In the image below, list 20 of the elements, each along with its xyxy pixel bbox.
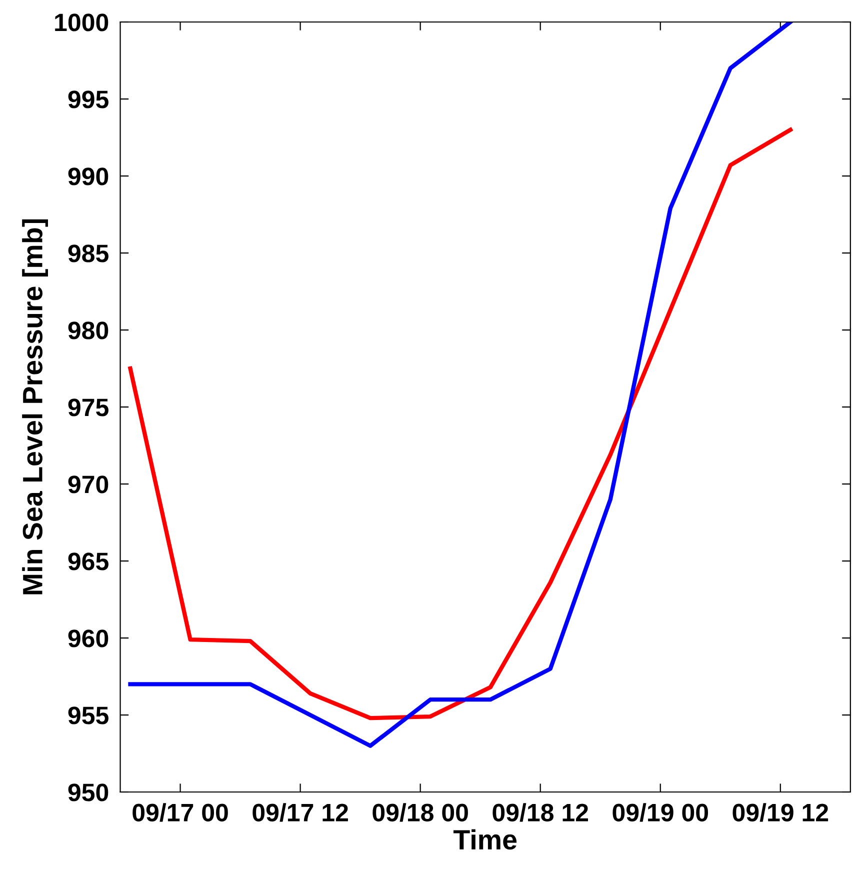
- y-tick-label: 950: [68, 784, 108, 802]
- x-tick-label: 09/18 00: [372, 803, 468, 822]
- y-tick-label: 965: [68, 552, 108, 570]
- x-tick-label: 09/19 12: [732, 803, 828, 822]
- y-tick-label: 960: [68, 630, 108, 648]
- y-tick-label: 1000: [55, 14, 108, 32]
- x-tick-label: 09/19 00: [612, 803, 708, 822]
- y-tick-label: 955: [68, 706, 108, 724]
- y-tick-label: 995: [68, 90, 108, 108]
- y-tick-label: 990: [68, 168, 108, 186]
- x-axis-title: Time: [453, 829, 517, 850]
- y-tick-label: 970: [68, 476, 108, 494]
- x-tick-label: 09/17 12: [252, 803, 348, 822]
- y-axis-title: Min Sea Level Pressure [mb]: [22, 219, 48, 594]
- y-tick-label: 975: [68, 398, 108, 416]
- x-tick-label: 09/17 00: [132, 803, 228, 822]
- line-series: [128, 128, 792, 720]
- y-tick-label: 985: [68, 244, 108, 262]
- x-tick-label: 09/18 12: [492, 803, 588, 822]
- y-tick-label: 980: [68, 322, 108, 340]
